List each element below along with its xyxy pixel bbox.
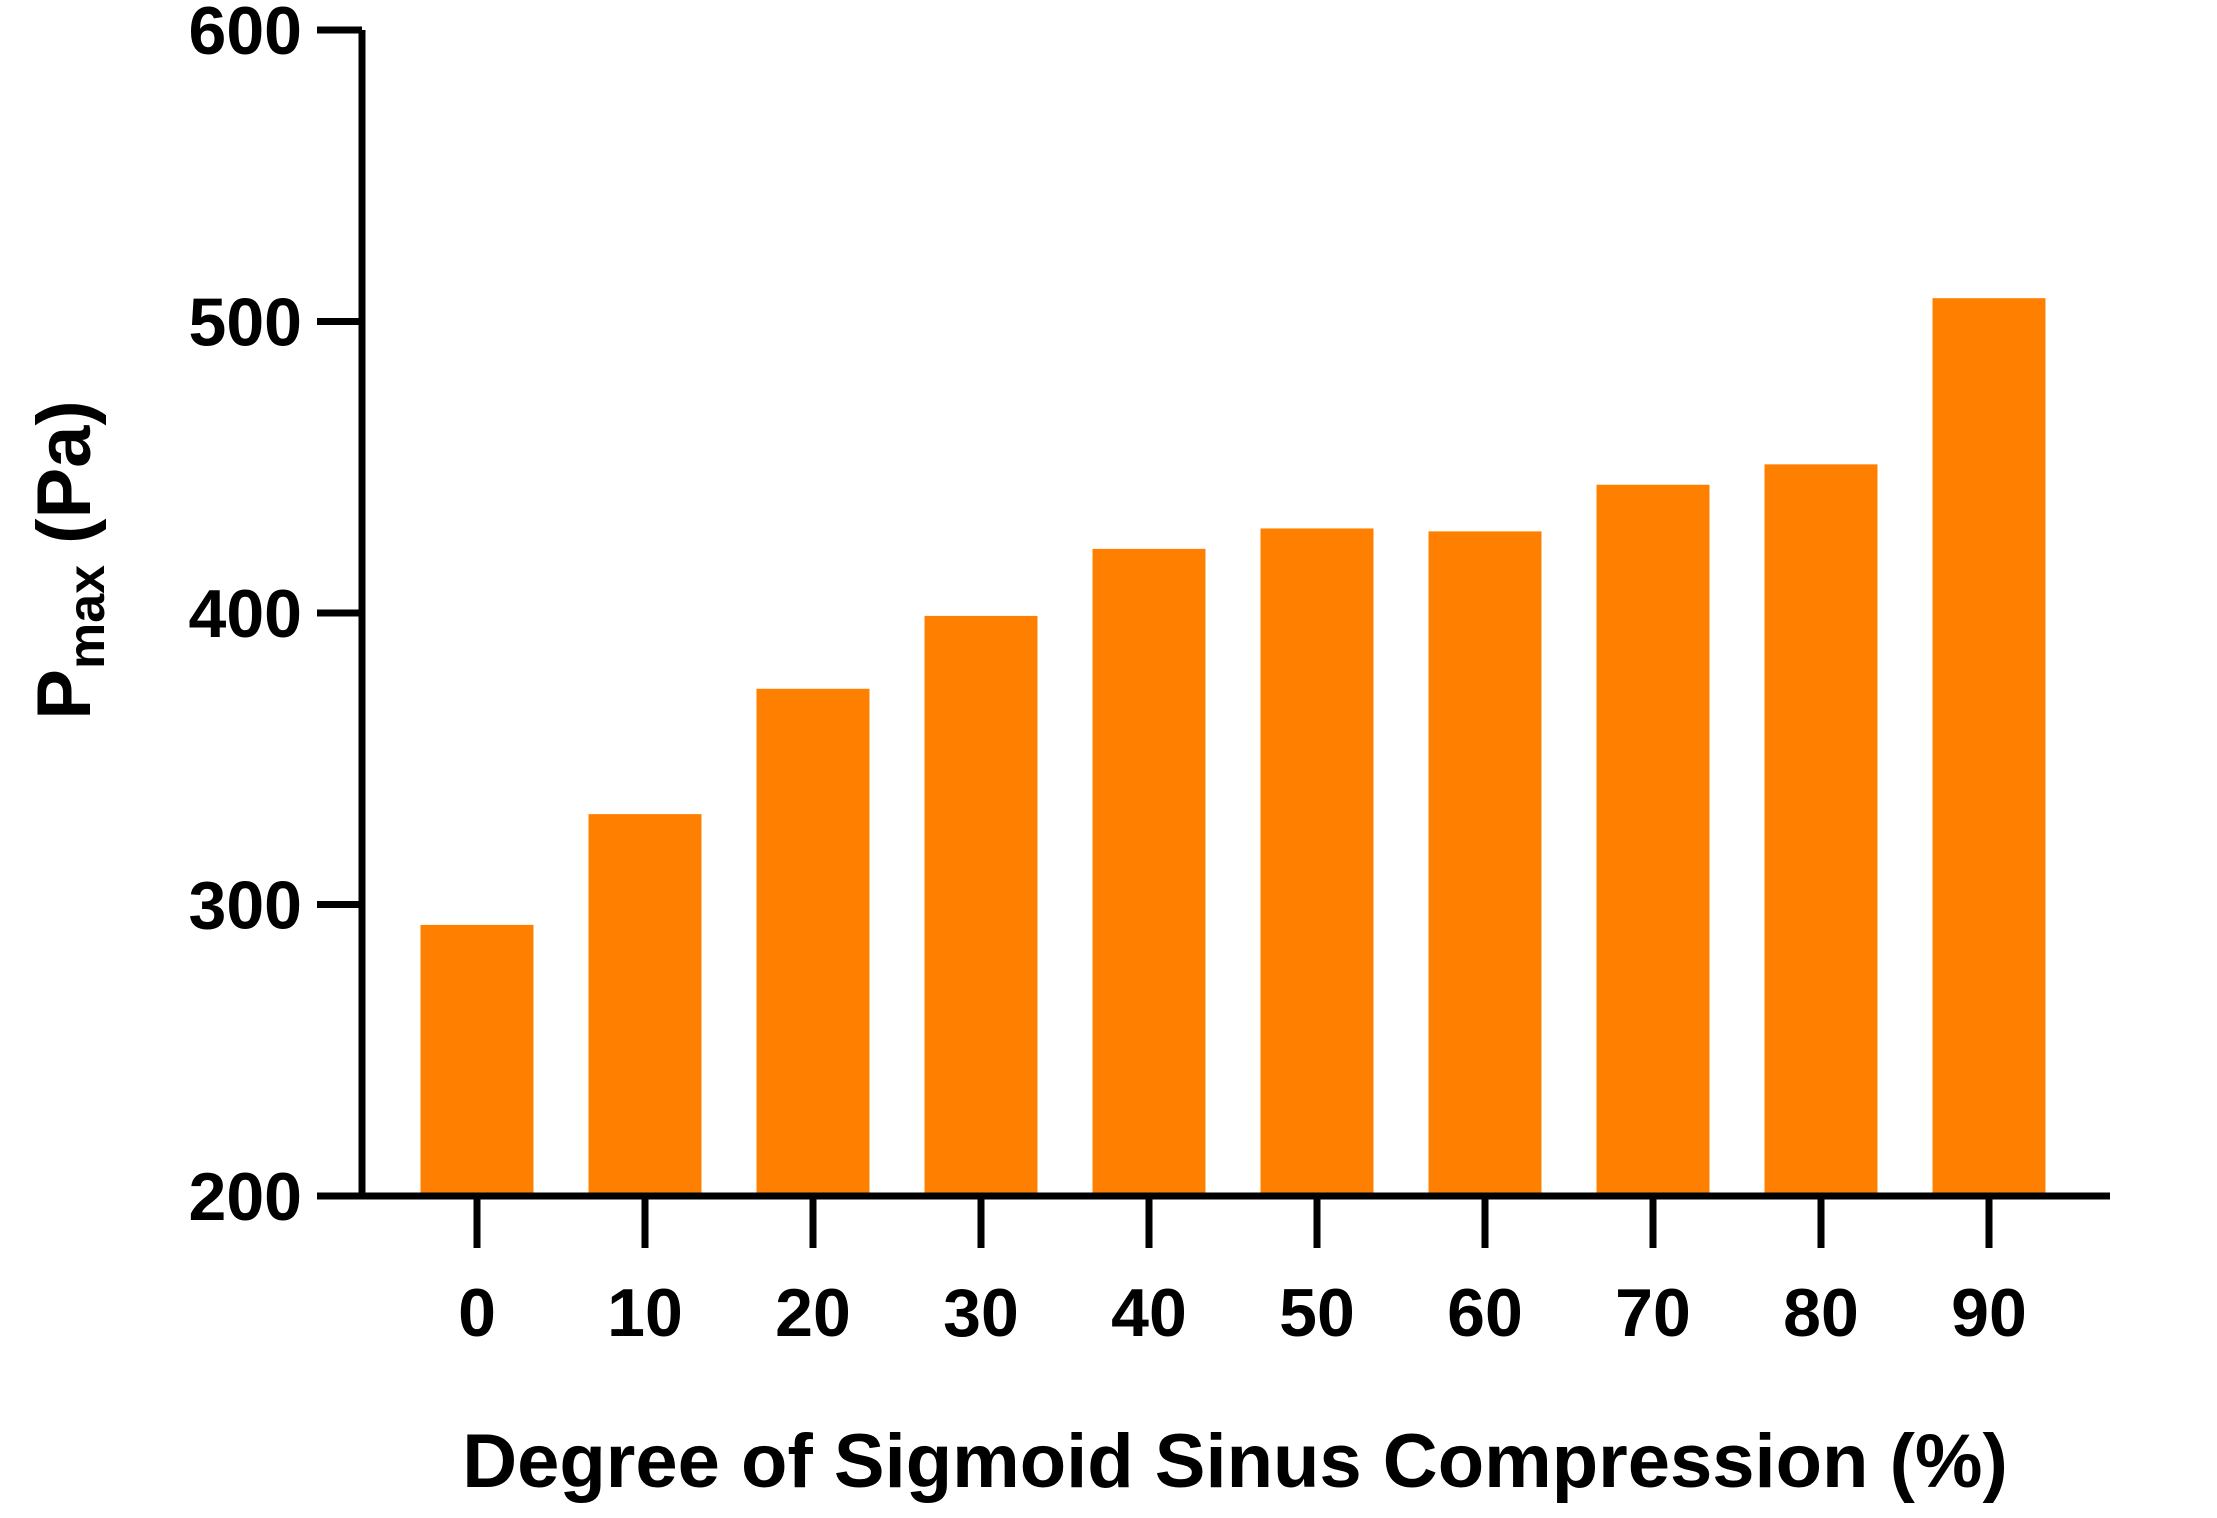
x-tick-label: 70 xyxy=(1615,1275,1691,1351)
x-tick-label: 90 xyxy=(1951,1275,2027,1351)
bar-30 xyxy=(924,615,1038,1196)
x-tick-label: 30 xyxy=(943,1275,1019,1351)
bar-70 xyxy=(1596,484,1710,1196)
x-tick-label: 50 xyxy=(1279,1275,1355,1351)
bar-90 xyxy=(1932,298,2046,1196)
y-axis-title: Pmax (Pa) xyxy=(22,400,116,719)
bar-60 xyxy=(1428,531,1542,1196)
y-axis-title-main: P xyxy=(22,669,107,720)
bar-20 xyxy=(756,688,870,1196)
x-tick-label: 0 xyxy=(458,1275,496,1351)
y-tick-label: 600 xyxy=(189,0,302,69)
x-tick-label: 60 xyxy=(1447,1275,1523,1351)
bars-group xyxy=(420,298,2046,1197)
bar-0 xyxy=(420,924,534,1196)
x-tick-label: 10 xyxy=(607,1275,683,1351)
y-tick-label: 200 xyxy=(189,1159,302,1235)
bar-10 xyxy=(588,814,702,1196)
y-axis-title-unit: (Pa) xyxy=(22,400,107,565)
y-ticks-group: 200 300 400 500 600 xyxy=(189,0,362,1235)
y-tick-label: 500 xyxy=(189,285,302,361)
bar-50 xyxy=(1260,528,1374,1196)
x-axis-title: Degree of Sigmoid Sinus Compression (%) xyxy=(462,1419,2008,1504)
x-tick-label: 40 xyxy=(1111,1275,1187,1351)
x-ticks-group: 0 10 20 30 40 50 60 70 80 90 xyxy=(458,1196,2027,1351)
bar-40 xyxy=(1092,548,1206,1196)
y-tick-label: 300 xyxy=(189,868,302,944)
x-tick-label: 20 xyxy=(775,1275,851,1351)
y-axis-title-subscript: max xyxy=(58,565,116,669)
y-tick-label: 400 xyxy=(189,576,302,652)
bar-80 xyxy=(1764,464,1878,1197)
x-tick-label: 80 xyxy=(1783,1275,1859,1351)
